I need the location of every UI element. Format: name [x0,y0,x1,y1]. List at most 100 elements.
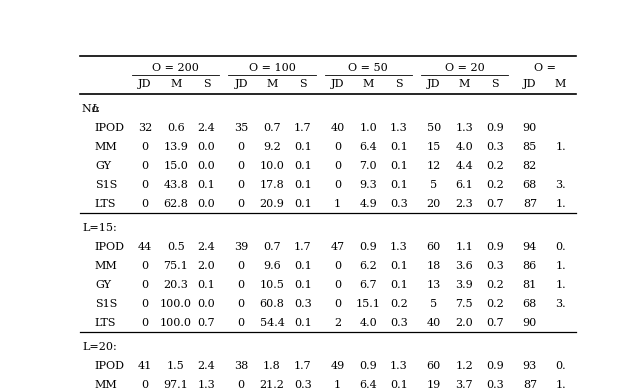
Text: 2.4: 2.4 [198,123,215,133]
Text: M: M [555,79,566,89]
Text: 1.3: 1.3 [456,123,473,133]
Text: 1.: 1. [556,261,566,271]
Text: JD: JD [234,79,248,89]
Text: O = 200: O = 200 [152,63,199,73]
Text: 6.4: 6.4 [359,142,377,152]
Text: 85: 85 [523,142,537,152]
Text: L=15:: L=15: [83,223,117,233]
Text: 1.3: 1.3 [390,123,408,133]
Text: 0.3: 0.3 [390,199,408,209]
Text: 18: 18 [426,261,441,271]
Text: 43.8: 43.8 [163,180,188,190]
Text: IPOD: IPOD [95,361,125,371]
Text: 21.2: 21.2 [259,380,284,391]
Text: 100.0: 100.0 [160,299,192,309]
Text: 94: 94 [523,242,537,252]
Text: 0.3: 0.3 [486,380,504,391]
Text: 0.2: 0.2 [486,299,504,309]
Text: 2.0: 2.0 [198,261,215,271]
Text: 1.: 1. [556,280,566,290]
Text: 0.9: 0.9 [486,123,504,133]
Text: 9.3: 9.3 [359,180,377,190]
Text: M: M [459,79,470,89]
Text: 0.9: 0.9 [359,361,377,371]
Text: 0.1: 0.1 [390,180,408,190]
Text: 15.1: 15.1 [356,299,381,309]
Text: 15: 15 [426,142,441,152]
Text: 1.: 1. [556,142,566,152]
Text: 0.9: 0.9 [486,242,504,252]
Text: 60: 60 [426,361,441,371]
Text: S: S [203,79,211,89]
Text: 6.2: 6.2 [359,261,377,271]
Text: 1.7: 1.7 [294,361,312,371]
Text: 1.3: 1.3 [390,242,408,252]
Text: M: M [170,79,181,89]
Text: 0: 0 [237,261,244,271]
Text: IPOD: IPOD [95,242,125,252]
Text: S: S [492,79,499,89]
Text: 7.0: 7.0 [360,161,377,171]
Text: O = 20: O = 20 [445,63,484,73]
Text: 68: 68 [523,299,537,309]
Text: 1.1: 1.1 [456,242,473,252]
Text: 0.0: 0.0 [198,299,215,309]
Text: 2.4: 2.4 [198,242,215,252]
Text: 20.9: 20.9 [259,199,284,209]
Text: 0.3: 0.3 [486,261,504,271]
Text: 0: 0 [237,199,244,209]
Text: M: M [266,79,278,89]
Text: 60.8: 60.8 [259,299,284,309]
Text: 0: 0 [334,261,341,271]
Text: GY: GY [95,161,111,171]
Text: 13.9: 13.9 [163,142,188,152]
Text: 41: 41 [138,361,152,371]
Text: 90: 90 [523,318,537,328]
Text: 0.1: 0.1 [390,380,408,391]
Text: 0.1: 0.1 [390,261,408,271]
Text: MM: MM [95,261,118,271]
Text: 68: 68 [523,180,537,190]
Text: 87: 87 [523,380,537,391]
Text: 0.1: 0.1 [390,161,408,171]
Text: 3.6: 3.6 [456,261,473,271]
Text: 10.0: 10.0 [259,161,284,171]
Text: 1.3: 1.3 [390,361,408,371]
Text: 1: 1 [334,199,341,209]
Text: 0.1: 0.1 [198,280,215,290]
Text: 50: 50 [426,123,441,133]
Text: 0.7: 0.7 [263,123,281,133]
Text: LTS: LTS [95,318,116,328]
Text: 19: 19 [426,380,441,391]
Text: 0.0: 0.0 [198,199,215,209]
Text: S: S [395,79,403,89]
Text: 0: 0 [141,142,148,152]
Text: 0: 0 [334,299,341,309]
Text: 0.7: 0.7 [198,318,215,328]
Text: 81: 81 [523,280,537,290]
Text: 86: 86 [523,261,537,271]
Text: 0: 0 [334,180,341,190]
Text: 0.1: 0.1 [198,180,215,190]
Text: 0.5: 0.5 [167,242,184,252]
Text: 9.2: 9.2 [263,142,281,152]
Text: 1.: 1. [556,199,566,209]
Text: JD: JD [427,79,440,89]
Text: 100.0: 100.0 [160,318,192,328]
Text: 90: 90 [523,123,537,133]
Text: 0.1: 0.1 [294,180,312,190]
Text: 2: 2 [334,318,341,328]
Text: 0.1: 0.1 [390,142,408,152]
Text: L: L [92,104,99,114]
Text: 12: 12 [426,161,441,171]
Text: 35: 35 [234,123,248,133]
Text: 0.9: 0.9 [359,242,377,252]
Text: 0.3: 0.3 [390,318,408,328]
Text: JD: JD [331,79,344,89]
Text: 4.0: 4.0 [359,318,377,328]
Text: 0.3: 0.3 [294,380,312,391]
Text: JD: JD [138,79,152,89]
Text: 4.9: 4.9 [359,199,377,209]
Text: L=20:: L=20: [83,343,117,352]
Text: 44: 44 [138,242,152,252]
